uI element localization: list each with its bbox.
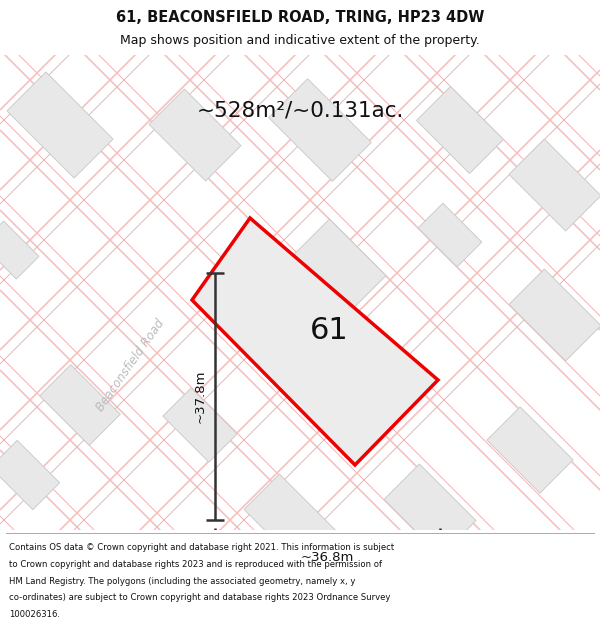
Polygon shape	[487, 407, 573, 493]
Text: ~36.8m: ~36.8m	[301, 551, 354, 564]
Polygon shape	[416, 86, 503, 174]
Polygon shape	[149, 89, 241, 181]
Text: ~37.8m: ~37.8m	[193, 370, 206, 423]
Polygon shape	[40, 365, 121, 445]
Polygon shape	[384, 464, 476, 556]
Polygon shape	[509, 139, 600, 231]
Text: Map shows position and indicative extent of the property.: Map shows position and indicative extent…	[120, 34, 480, 47]
Text: to Crown copyright and database rights 2023 and is reproduced with the permissio: to Crown copyright and database rights 2…	[9, 560, 382, 569]
Polygon shape	[0, 221, 39, 279]
Text: 61: 61	[310, 316, 348, 345]
Text: 100026316.: 100026316.	[9, 610, 60, 619]
Polygon shape	[509, 269, 600, 361]
Text: co-ordinates) are subject to Crown copyright and database rights 2023 Ordnance S: co-ordinates) are subject to Crown copyr…	[9, 593, 391, 602]
Polygon shape	[244, 474, 336, 566]
Text: Contains OS data © Crown copyright and database right 2021. This information is : Contains OS data © Crown copyright and d…	[9, 543, 394, 552]
Text: HM Land Registry. The polygons (including the associated geometry, namely x, y: HM Land Registry. The polygons (includin…	[9, 576, 355, 586]
Text: Beaconsfield Road: Beaconsfield Road	[94, 317, 167, 413]
Polygon shape	[418, 203, 482, 267]
Polygon shape	[192, 218, 438, 465]
Text: ~528m²/~0.131ac.: ~528m²/~0.131ac.	[196, 100, 404, 120]
Polygon shape	[269, 79, 371, 181]
Polygon shape	[163, 388, 237, 462]
Polygon shape	[7, 72, 113, 178]
Polygon shape	[0, 441, 59, 509]
Polygon shape	[294, 219, 386, 311]
Text: 61, BEACONSFIELD ROAD, TRING, HP23 4DW: 61, BEACONSFIELD ROAD, TRING, HP23 4DW	[116, 10, 484, 25]
